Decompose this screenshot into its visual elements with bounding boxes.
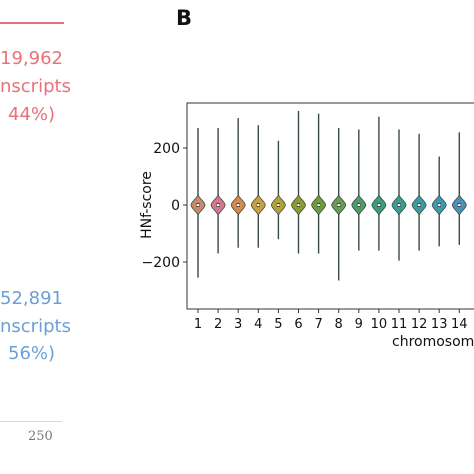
violin-median (297, 203, 300, 207)
violin-3 (230, 118, 246, 248)
violin-8 (331, 128, 347, 281)
violin-2 (210, 128, 226, 254)
violin-median (257, 203, 260, 207)
violin-5 (270, 140, 286, 240)
violin-median (377, 203, 381, 207)
violin-median (437, 203, 441, 207)
violin-median (277, 203, 280, 207)
violin-median (317, 203, 320, 207)
panel-label: B (176, 6, 193, 30)
bottom-transcripts-label: nscripts (0, 316, 71, 337)
x-axis-label: chromosom (392, 334, 474, 350)
violin-9 (351, 129, 367, 251)
violin-median (458, 203, 461, 207)
x-tick-label: 250 (28, 429, 53, 444)
violins (190, 110, 467, 281)
violin-12 (411, 133, 427, 251)
x-tick-label-12: 12 (411, 317, 428, 332)
violin-median (236, 203, 240, 207)
x-tick-label-3: 3 (234, 317, 242, 332)
plot-frame (186, 102, 474, 310)
x-ticks: 1 2 3 4 5 6 7 8 9 10 11 12 13 14 (194, 309, 468, 332)
violin-6 (291, 110, 306, 254)
y-axis-label: HNf-score (139, 171, 155, 239)
y-tick-label: 0 (171, 198, 180, 214)
violin-11 (391, 129, 407, 261)
violin-1 (190, 128, 206, 278)
violin-10 (371, 116, 387, 251)
x-tick-label-8: 8 (335, 317, 343, 332)
x-tick-label-5: 5 (274, 317, 282, 332)
violin-7 (311, 113, 327, 254)
violin-4 (250, 125, 266, 248)
y-ticks: 200 0 −200 (142, 141, 187, 271)
x-tick-label-11: 11 (391, 317, 408, 332)
violin-median (397, 203, 401, 207)
x-tick-label-6: 6 (294, 317, 302, 332)
violin-14 (451, 132, 467, 245)
violin-median (337, 203, 341, 207)
bottom-count: 52,891 (0, 288, 63, 309)
x-tick-label-9: 9 (355, 317, 363, 332)
violin-median (196, 203, 200, 207)
x-tick-label-1: 1 (194, 317, 202, 332)
violin-median (216, 203, 220, 207)
violin-13 (431, 156, 447, 247)
bottom-percent: 56%) (8, 343, 56, 364)
x-tick-label-2: 2 (214, 317, 222, 332)
violin-median (357, 203, 361, 207)
violin-median (417, 203, 421, 207)
x-tick-label-14: 14 (451, 317, 468, 332)
x-tick-label-10: 10 (371, 317, 388, 332)
top-count: 19,962 (0, 48, 63, 69)
x-tick-label-4: 4 (254, 317, 262, 332)
top-rule (0, 22, 64, 24)
y-tick-label: 200 (153, 141, 180, 157)
y-tick-label: −200 (142, 255, 180, 271)
x-tick-label-13: 13 (431, 317, 448, 332)
axis-line (0, 421, 62, 422)
top-percent: 44%) (8, 104, 56, 125)
top-transcripts-label: nscripts (0, 76, 71, 97)
x-tick-label-7: 7 (314, 317, 322, 332)
